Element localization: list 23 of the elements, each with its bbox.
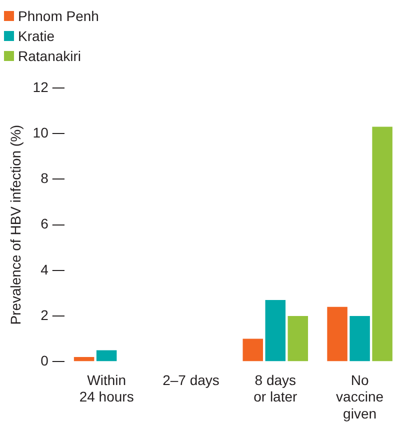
bar — [242, 338, 264, 362]
y-tick-label: 0 — [40, 352, 49, 368]
bar — [96, 350, 117, 362]
y-tick-label: 6 — [40, 216, 49, 232]
bar — [350, 316, 370, 362]
y-tick-label: 10 — [32, 124, 49, 140]
bar — [327, 306, 348, 362]
y-axis-title: Prevalence of HBV infection (%) — [7, 124, 24, 325]
legend-label: Kratie — [18, 27, 55, 46]
bar — [372, 126, 392, 362]
bar — [265, 300, 286, 362]
y-tick-label: 2 — [40, 306, 49, 323]
bar — [74, 357, 94, 362]
x-tick-label: 2–7 days — [162, 372, 220, 388]
x-tick-label: Within 24 hours — [79, 372, 134, 405]
y-tick-label: 8 — [40, 170, 49, 186]
y-tick-label: 4 — [40, 261, 49, 278]
legend-label: Ratanakiri — [18, 47, 82, 66]
legend-label: Phnom Penh — [18, 7, 99, 26]
x-tick-label: No vaccine given — [336, 372, 384, 422]
bar — [288, 316, 308, 362]
x-tick-label: 8 days or later — [254, 372, 298, 405]
y-tick-label: 12 — [32, 78, 49, 95]
